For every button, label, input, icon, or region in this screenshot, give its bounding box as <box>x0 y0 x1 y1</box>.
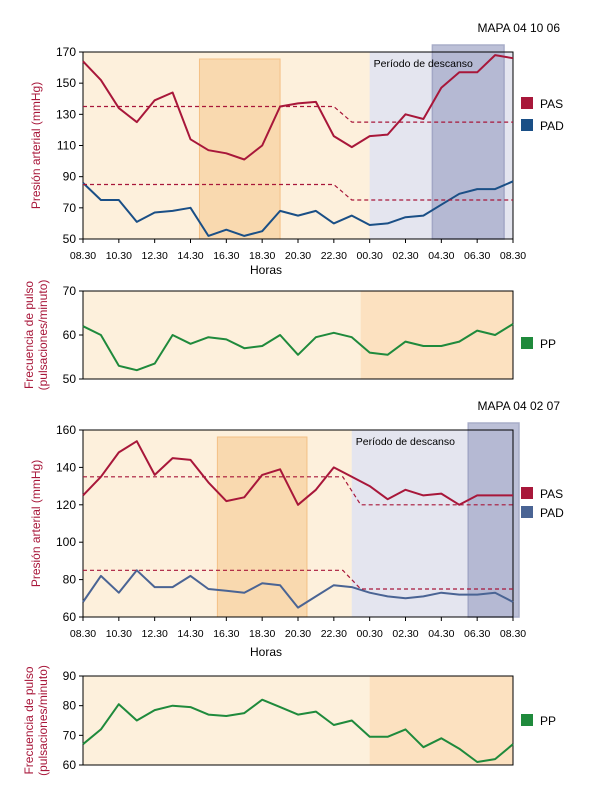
series-line-pad-limit <box>83 183 513 201</box>
series-line-pad-limit <box>83 569 513 590</box>
legend-swatch-pas <box>521 487 533 499</box>
x-tick-label: 12.30 <box>142 250 168 262</box>
y-tick-label: 50 <box>63 372 77 386</box>
sleep-band <box>467 422 520 618</box>
series-line-pas-limit <box>83 476 513 506</box>
x-tick-label: 20.30 <box>285 250 311 262</box>
legend-label-pas: PAS <box>540 97 563 111</box>
y-tick-label: 60 <box>63 610 77 624</box>
y-tick-label: 80 <box>63 573 77 587</box>
y-axis-label: Frecuencia de pulso(pulsaciones/minuto) <box>22 665 50 776</box>
x-tick-label: 10.30 <box>106 628 132 640</box>
y-axis-label: Presión arterial (mmHg) <box>29 460 43 587</box>
y-tick-label: 70 <box>63 284 77 298</box>
x-tick-label: 08.30 <box>70 628 96 640</box>
series-line-pad <box>82 569 514 609</box>
legend-label-pad: PAD <box>540 506 564 520</box>
night-band <box>360 291 513 379</box>
sleep-band <box>431 44 505 240</box>
y-axis-label: Presión arterial (mmHg) <box>29 82 43 209</box>
x-tick-label: 20.30 <box>285 628 311 640</box>
x-tick-label: 16.30 <box>213 250 239 262</box>
y-tick-label: 70 <box>63 201 77 215</box>
x-tick-label: 14.30 <box>177 250 203 262</box>
chart-title: MAPA 04 02 07 <box>478 399 561 413</box>
x-tick-label: 22.30 <box>321 628 347 640</box>
legend-swatch-pp <box>521 337 533 349</box>
x-tick-label: 08.30 <box>500 250 526 262</box>
x-tick-label: 06.30 <box>464 250 490 262</box>
legend-swatch-pp <box>521 714 533 726</box>
x-tick-label: 08.30 <box>70 250 96 262</box>
chart-3: 60 80 100 120 140 160 08.30 10.30 12.30 14.30 16.3… <box>29 399 564 659</box>
y-tick-label: 160 <box>56 423 76 437</box>
series-line-pas <box>82 54 514 161</box>
activity-band <box>216 436 308 618</box>
rest-period-annotation: Período de descanso <box>374 58 473 70</box>
y-tick-label: 50 <box>63 232 77 246</box>
y-tick-label: 120 <box>56 498 76 512</box>
y-tick-label: 80 <box>63 699 77 713</box>
rest-period-annotation: Período de descanso <box>356 436 455 448</box>
y-tick-label: 140 <box>56 460 76 474</box>
x-tick-label: 22.30 <box>321 250 347 262</box>
plot-frame <box>82 675 514 766</box>
chart-1: 50 70 90 110 130 150 170 08.30 10.30 12.30 14.30 16… <box>29 21 564 277</box>
legend-swatch-pas <box>521 97 533 109</box>
y-tick-label: 60 <box>63 328 77 342</box>
night-band <box>369 676 513 765</box>
x-tick-label: 00.30 <box>357 628 383 640</box>
legend-swatch-pad <box>521 506 533 518</box>
x-tick-label: 10.30 <box>106 250 132 262</box>
x-tick-label: 04.30 <box>428 250 454 262</box>
y-tick-label: 130 <box>56 107 76 121</box>
series-line-pas-limit <box>83 105 513 123</box>
y-tick-label: 100 <box>56 535 76 549</box>
x-tick-label: 06.30 <box>464 628 490 640</box>
x-tick-label: 18.30 <box>249 250 275 262</box>
y-tick-label: 150 <box>56 76 76 90</box>
x-tick-label: 08.30 <box>500 628 526 640</box>
legend-label-pp: PP <box>540 337 556 351</box>
x-tick-label: 12.30 <box>142 628 168 640</box>
activity-band <box>198 58 281 240</box>
series-line-pas <box>82 440 513 506</box>
y-tick-label: 90 <box>63 669 77 683</box>
y-tick-label: 110 <box>57 139 76 153</box>
x-tick-label: 02.30 <box>392 628 418 640</box>
x-tick-label: 00.30 <box>357 250 383 262</box>
x-tick-label: 18.30 <box>249 628 275 640</box>
legend-label-pas: PAS <box>540 487 563 501</box>
legend-label-pad: PAD <box>540 119 564 133</box>
x-axis-label: Horas <box>250 263 282 277</box>
y-tick-label: 70 <box>63 728 77 742</box>
x-tick-label: 16.30 <box>213 628 239 640</box>
series-line-pp <box>82 698 514 763</box>
y-axis-label: Frecuencia de pulso(pulsaciones/minuto) <box>22 280 50 391</box>
x-axis-label: Horas <box>250 645 282 659</box>
legend-swatch-pad <box>521 119 533 131</box>
x-tick-label: 14.30 <box>177 628 203 640</box>
series-line-pp <box>82 323 514 372</box>
series-line-pad <box>82 180 514 237</box>
chart-4: 60 70 80 90 Frecuencia de pulso(pulsaciones/… <box>22 665 556 776</box>
x-tick-label: 02.30 <box>392 250 418 262</box>
x-tick-label: 04.30 <box>428 628 454 640</box>
y-tick-label: 60 <box>63 758 77 772</box>
y-tick-label: 90 <box>63 170 77 184</box>
chart-title: MAPA 04 10 06 <box>478 21 561 35</box>
legend-label-pp: PP <box>540 714 556 728</box>
chart-2: 50 60 70 Frecuencia de pulso(pulsaciones/mi… <box>22 280 556 391</box>
y-tick-label: 170 <box>56 45 76 59</box>
